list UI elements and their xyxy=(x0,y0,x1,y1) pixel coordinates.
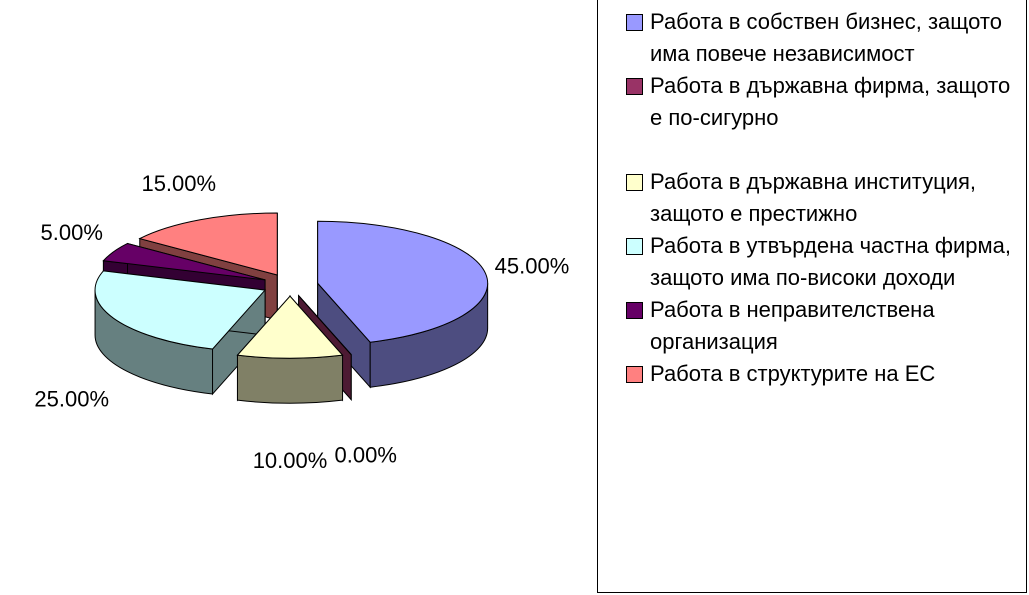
slice-top xyxy=(102,242,266,281)
slice xyxy=(236,294,344,404)
legend-swatch xyxy=(626,302,643,319)
legend-swatch xyxy=(626,174,643,191)
data-label: 5.00% xyxy=(41,220,103,245)
legend-swatch xyxy=(626,78,643,95)
legend-label: Работа в държавна институция, защото е п… xyxy=(650,169,977,226)
legend: Работа в собствен бизнес, защото има пов… xyxy=(597,0,1027,593)
legend-label: Работа в собствен бизнес, защото има пов… xyxy=(650,9,1002,66)
legend-item: Работа в структурите на ЕС xyxy=(620,358,1020,390)
data-label: 0.00% xyxy=(335,442,397,467)
slice-top xyxy=(236,295,344,359)
legend-item: Работа в собствен бизнес, защото има пов… xyxy=(620,6,1020,70)
slice-top xyxy=(317,220,489,343)
slice-top xyxy=(298,295,352,355)
legend-item: Работа в държавна институция, защото е п… xyxy=(620,166,1020,230)
slice-top xyxy=(138,212,278,276)
legend-label: Работа в неправителствена организация xyxy=(650,297,935,354)
legend-label: Работа в утвърдена частна фирма, защото … xyxy=(650,233,1011,290)
legend-swatch xyxy=(626,366,643,383)
legend-label: Работа в структурите на ЕС xyxy=(650,361,936,386)
data-label: 15.00% xyxy=(141,171,216,196)
slice-edge xyxy=(236,354,344,404)
data-label: 10.00% xyxy=(253,448,328,473)
legend-swatch xyxy=(626,14,643,31)
data-label: 25.00% xyxy=(34,387,109,412)
slice xyxy=(94,270,267,396)
legend-item: Работа в утвърдена частна фирма, защото … xyxy=(620,230,1020,294)
slice xyxy=(317,220,489,389)
slice-top xyxy=(94,270,267,350)
chart: 45.00% 0.00% 10.00% 25.00% 5.00% 15.00% xyxy=(34,171,570,473)
legend-label: Работа в държавна фирма, защото е по-сиг… xyxy=(650,73,1011,130)
legend-item: Работа в държавна фирма, защото е по-сиг… xyxy=(620,70,1020,134)
data-label: 45.00% xyxy=(495,253,570,278)
legend-item: Работа в неправителствена организация xyxy=(620,294,1020,358)
legend-swatch xyxy=(626,238,643,255)
